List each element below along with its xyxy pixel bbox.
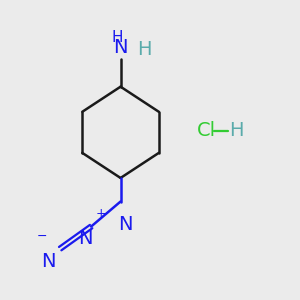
Text: H: H — [230, 122, 244, 140]
Text: +: + — [96, 207, 107, 220]
Text: Cl: Cl — [197, 122, 216, 140]
Text: N: N — [78, 230, 93, 248]
Text: H: H — [111, 30, 123, 45]
Text: H: H — [137, 40, 151, 59]
Text: N: N — [118, 215, 132, 234]
Text: −: − — [37, 230, 47, 243]
Text: N: N — [41, 252, 56, 271]
Text: N: N — [113, 38, 128, 57]
